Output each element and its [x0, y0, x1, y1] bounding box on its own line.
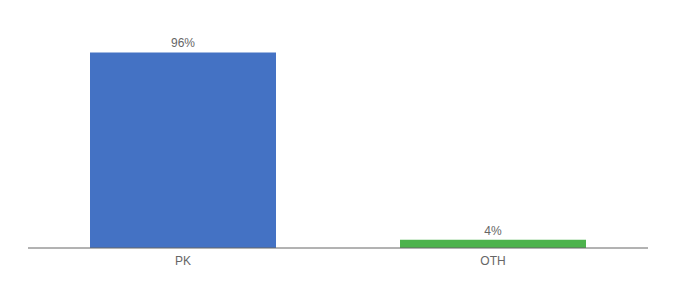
svg-text:96%: 96%: [171, 36, 195, 50]
svg-text:PK: PK: [175, 254, 191, 268]
svg-text:OTH: OTH: [480, 254, 505, 268]
svg-text:4%: 4%: [484, 224, 502, 238]
